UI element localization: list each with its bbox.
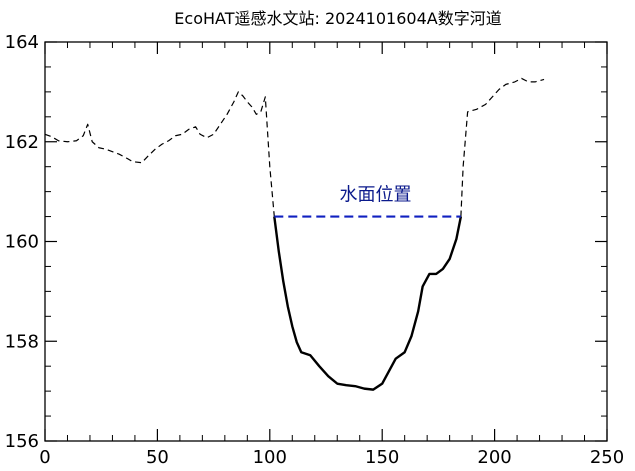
x-tick-label: 50 — [146, 447, 169, 468]
chart-title: EcoHAT遥感水文站: 2024101604A数字河道 — [174, 9, 501, 28]
annotation-layer: 水面位置 — [339, 185, 411, 206]
terrain-profile-bank-2 — [460, 77, 545, 217]
y-tick-label: 162 — [5, 132, 39, 153]
terrain-profile-bank-0 — [44, 91, 275, 217]
y-tick-label: 156 — [5, 431, 39, 452]
water-level-label: 水面位置 — [339, 185, 411, 206]
x-tick-label: 200 — [477, 447, 511, 468]
plot-area — [44, 41, 608, 442]
x-tick-label: 0 — [39, 447, 50, 468]
y-tick-label: 164 — [5, 32, 39, 53]
terrain-profile-channel-1 — [273, 216, 463, 391]
x-tick-label: 250 — [590, 447, 624, 468]
x-tick-label: 100 — [253, 447, 287, 468]
y-tick-label: 158 — [5, 331, 39, 352]
x-tick-label: 150 — [365, 447, 399, 468]
axis-tick-labels: 0 50 100 150 200 250 156 158 160 162 164 — [5, 32, 625, 468]
y-tick-label: 160 — [5, 232, 39, 253]
plot-frame — [44, 41, 608, 442]
axis-ticks — [44, 41, 608, 442]
series-layer — [44, 77, 545, 391]
